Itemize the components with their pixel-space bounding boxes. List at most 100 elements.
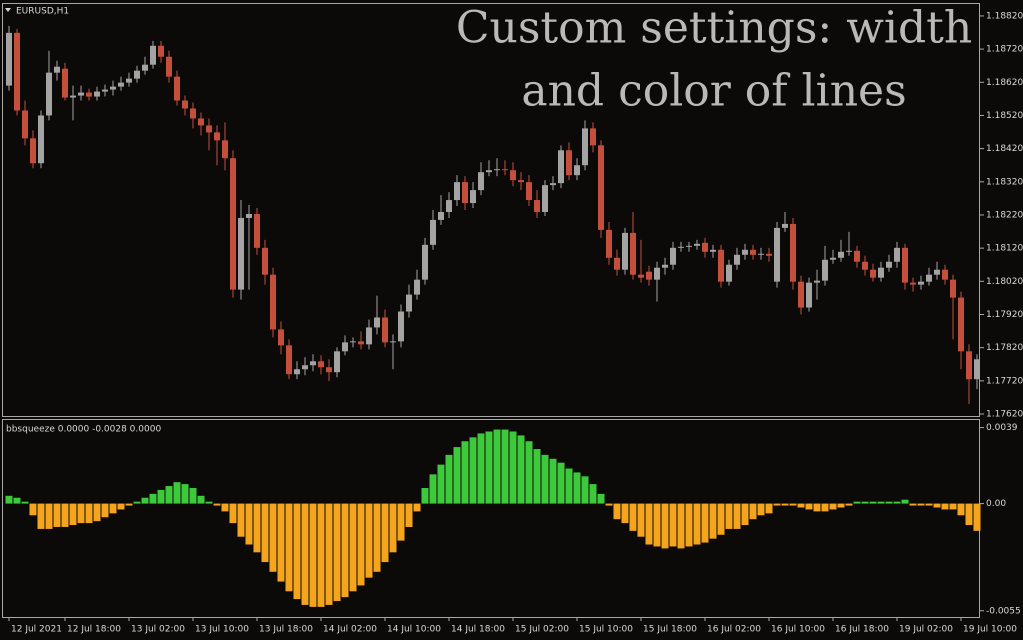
candle-body bbox=[294, 369, 300, 375]
histogram-bar bbox=[957, 503, 965, 516]
histogram-bar bbox=[885, 501, 893, 504]
candle-body bbox=[566, 150, 572, 176]
histogram-bar bbox=[613, 503, 621, 520]
histogram-bar bbox=[293, 503, 301, 600]
x-tick-label: 16 Jul 10:00 bbox=[771, 625, 825, 635]
histogram-bar bbox=[933, 503, 941, 508]
histogram-bar bbox=[669, 503, 677, 547]
histogram-bar bbox=[397, 503, 405, 541]
candle-body bbox=[422, 244, 428, 280]
histogram-bar bbox=[485, 431, 493, 504]
candle-body bbox=[598, 145, 604, 230]
x-tick-label: 14 Jul 18:00 bbox=[451, 625, 505, 635]
histogram-bar bbox=[413, 503, 421, 512]
price-panel bbox=[2, 3, 980, 417]
candle-body bbox=[46, 72, 52, 116]
symbol-menu-arrow[interactable] bbox=[5, 8, 11, 12]
x-tick-label: 15 Jul 10:00 bbox=[579, 625, 633, 635]
histogram-bar bbox=[237, 503, 245, 537]
histogram-bar bbox=[861, 501, 869, 504]
x-tick-label: 15 Jul 02:00 bbox=[515, 625, 569, 635]
histogram-bar bbox=[901, 499, 909, 504]
candle-body bbox=[886, 261, 892, 268]
candle-body bbox=[830, 257, 836, 260]
y-tick-label: -0.0055 bbox=[986, 606, 1021, 616]
histogram-bar bbox=[877, 501, 885, 504]
candle-body bbox=[910, 282, 916, 285]
histogram-bar bbox=[765, 503, 773, 514]
candle-body bbox=[374, 317, 380, 328]
candle-body bbox=[798, 281, 804, 308]
histogram-bar bbox=[645, 503, 653, 545]
histogram-bar bbox=[549, 458, 557, 504]
candle-body bbox=[686, 245, 692, 247]
candle-body bbox=[6, 32, 12, 86]
histogram-bar bbox=[869, 501, 877, 504]
candle-body bbox=[230, 158, 236, 290]
histogram-bar bbox=[157, 489, 165, 504]
histogram-bar bbox=[125, 503, 133, 506]
candle-body bbox=[734, 254, 740, 265]
candle-body bbox=[470, 190, 476, 204]
candle-body bbox=[854, 250, 860, 262]
histogram-bar bbox=[741, 503, 749, 526]
candle-body bbox=[262, 247, 268, 275]
candle-body bbox=[702, 242, 708, 252]
candle-body bbox=[86, 92, 92, 97]
histogram-bar bbox=[557, 462, 565, 504]
candle-body bbox=[670, 247, 676, 265]
x-tick-label: 13 Jul 10:00 bbox=[195, 625, 249, 635]
candle-body bbox=[646, 271, 652, 280]
candle-body bbox=[286, 345, 292, 375]
histogram-bar bbox=[589, 484, 597, 504]
histogram-bar bbox=[725, 503, 733, 529]
indicator-title: bbsqueeze 0.0000 -0.0028 0.0000 bbox=[6, 425, 161, 435]
histogram-bar bbox=[517, 435, 525, 504]
histogram-bar bbox=[317, 503, 325, 607]
candle-body bbox=[622, 232, 628, 270]
histogram-bar bbox=[837, 503, 845, 508]
y-tick-label: 1.17820 bbox=[986, 343, 1023, 353]
histogram-bar bbox=[437, 464, 445, 504]
histogram-bar bbox=[829, 503, 837, 510]
histogram-bar bbox=[349, 503, 357, 592]
histogram-bar bbox=[493, 429, 501, 504]
histogram-bar bbox=[325, 503, 333, 605]
histogram-bar bbox=[797, 503, 805, 508]
candle-body bbox=[902, 247, 908, 283]
candle-body bbox=[742, 249, 748, 255]
candle-body bbox=[38, 115, 44, 164]
candle-body bbox=[150, 45, 156, 65]
histogram-bar bbox=[477, 433, 485, 504]
candle-body bbox=[966, 351, 972, 380]
histogram-bar bbox=[77, 503, 85, 524]
histogram-bar bbox=[629, 503, 637, 531]
histogram-bar bbox=[949, 503, 957, 510]
histogram-bar bbox=[621, 503, 629, 524]
candle-body bbox=[806, 282, 812, 308]
candle-body bbox=[358, 341, 364, 345]
candle-body bbox=[782, 223, 788, 228]
candle-body bbox=[414, 279, 420, 295]
histogram-bar bbox=[509, 431, 517, 504]
y-tick-label: 0.00 bbox=[986, 499, 1006, 509]
y-tick-label: 1.18420 bbox=[986, 144, 1023, 154]
y-tick-label: 1.17620 bbox=[986, 410, 1023, 420]
y-tick-label: 1.17920 bbox=[986, 310, 1023, 320]
candle-body bbox=[942, 269, 948, 280]
histogram-bar bbox=[461, 441, 469, 504]
histogram-bar bbox=[37, 503, 45, 529]
histogram-bar bbox=[501, 429, 509, 504]
candle-body bbox=[862, 261, 868, 270]
histogram-bar bbox=[733, 503, 741, 529]
histogram-bar bbox=[269, 503, 277, 572]
candle-body bbox=[790, 223, 796, 282]
histogram-bar bbox=[469, 437, 477, 504]
histogram-bar bbox=[141, 497, 149, 504]
candle-body bbox=[846, 250, 852, 252]
candle-body bbox=[158, 45, 164, 57]
histogram-bar bbox=[261, 503, 269, 563]
histogram-bar bbox=[781, 503, 789, 506]
histogram-bar bbox=[133, 501, 141, 504]
